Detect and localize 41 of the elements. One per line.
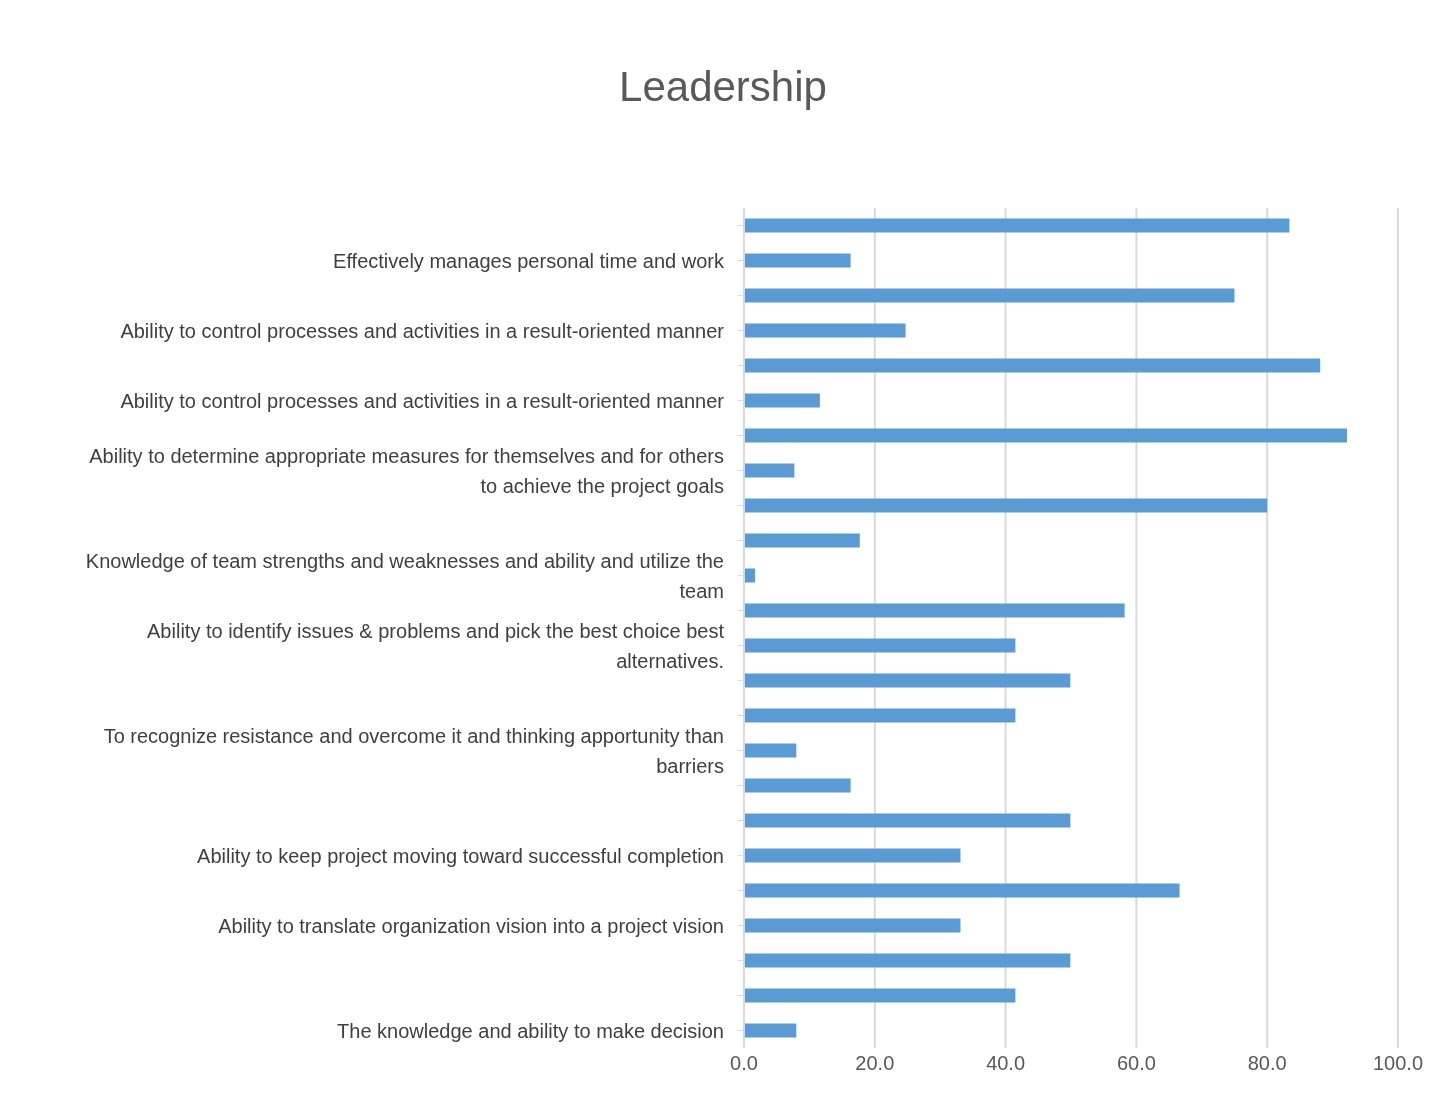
bar	[744, 813, 1071, 828]
bar	[744, 393, 820, 408]
bar	[744, 498, 1268, 513]
bar	[744, 323, 906, 338]
y-tick-label: Effectively manages personal time and work	[333, 249, 725, 272]
bar	[744, 778, 851, 793]
bar	[744, 918, 961, 933]
bar	[744, 533, 860, 548]
bar	[744, 988, 1016, 1003]
y-tick-label: Ability to translate organization vision into a project vision	[218, 914, 724, 937]
x-tick-label: 100.0	[1372, 1052, 1424, 1075]
bar	[744, 1023, 797, 1038]
chart-title: Leadership	[618, 62, 828, 112]
bar	[744, 288, 1235, 303]
bar	[744, 953, 1071, 968]
bar	[744, 708, 1016, 723]
bar	[744, 568, 756, 583]
bar	[744, 673, 1071, 688]
bar	[744, 463, 795, 478]
x-tick-label: 0.0	[730, 1052, 758, 1075]
bar	[744, 743, 797, 758]
bar	[744, 428, 1347, 443]
bar	[744, 603, 1125, 618]
x-tick-label: 40.0	[986, 1052, 1026, 1075]
bar	[744, 848, 961, 863]
y-tick-label: Ability to identify issues & problems and pick the best choice best alternatives.	[147, 619, 725, 672]
y-tick-label: Knowledge of team strengths and weaknesses and ability and utilize the team	[85, 549, 724, 602]
bar	[744, 218, 1290, 233]
bar	[744, 253, 851, 268]
bar	[744, 638, 1016, 653]
y-tick-label: Ability to determine appropriate measures for themselves and for others to achieve the project goals	[89, 444, 724, 497]
x-tick-label: 60.0	[1116, 1052, 1156, 1075]
x-tick-label: 20.0	[855, 1052, 895, 1075]
y-tick-label: The knowledge and ability to make decision	[337, 1019, 724, 1042]
y-tick-label: Ability to control processes and activities in a result-oriented manner	[120, 389, 725, 412]
bar	[744, 883, 1180, 898]
y-tick-label: Ability to keep project moving toward successful completion	[197, 844, 724, 867]
y-tick-label: Ability to control processes and activities in a result-oriented manner	[120, 319, 725, 342]
y-tick-label: To recognize resistance and overcome it and thinking apportunity than barriers	[103, 724, 724, 777]
x-tick-label: 80.0	[1247, 1052, 1287, 1075]
bar	[744, 358, 1321, 373]
